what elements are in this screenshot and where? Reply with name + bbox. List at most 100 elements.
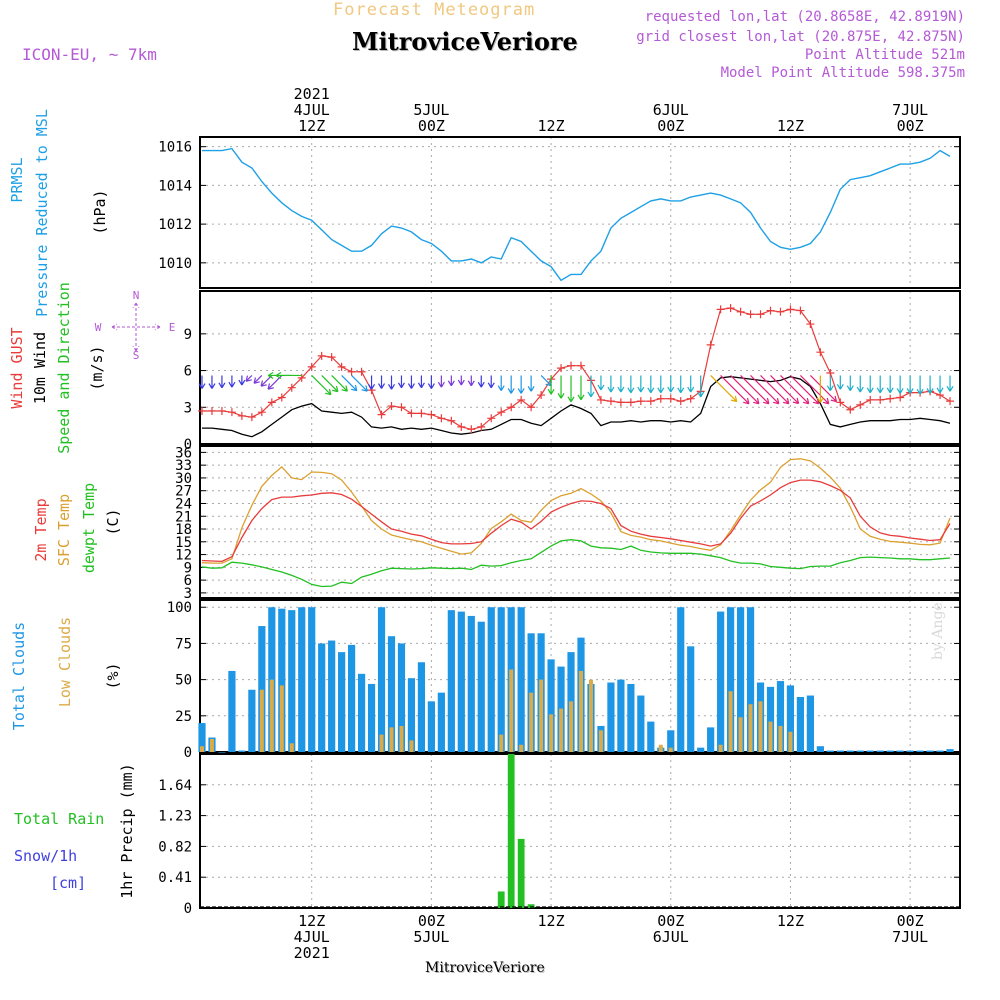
- gust-point: [626, 398, 635, 407]
- y-tick-label: 1010: [158, 256, 192, 272]
- gust-point: [636, 397, 645, 406]
- gust-point: [267, 398, 276, 407]
- total-cloud-bar: [707, 727, 715, 752]
- compass-rose-icon: [111, 302, 161, 352]
- low-cloud-bar: [738, 717, 743, 752]
- wind-direction-arrow: [866, 375, 874, 394]
- total-cloud-bar: [727, 607, 735, 752]
- panel-frame-pressure: [199, 136, 961, 289]
- y-tick-label: 36: [175, 445, 192, 461]
- wind-direction-arrow: [926, 375, 934, 394]
- wind-direction-arrow: [198, 375, 206, 389]
- gust-point: [666, 394, 675, 403]
- y-tick-label: 0.41: [158, 870, 192, 886]
- total-cloud-bar: [886, 750, 894, 752]
- low-cloud-bar: [529, 692, 534, 752]
- total-cloud-bar: [806, 695, 814, 752]
- low-cloud-bar: [499, 734, 504, 752]
- y-tick-label: 9: [184, 560, 192, 576]
- gust-point: [327, 353, 336, 362]
- wind-direction-arrow: [437, 375, 445, 388]
- low-cloud-bar: [748, 704, 753, 752]
- total-cloud-bar: [766, 686, 775, 752]
- total-cloud-bar: [717, 611, 725, 752]
- total-cloud-bar: [896, 750, 904, 752]
- gust-point: [676, 397, 685, 406]
- wind-direction-arrow: [208, 375, 216, 389]
- time-label-bottom: 2021: [294, 944, 330, 962]
- snow-unit-label: [cm]: [50, 874, 86, 892]
- rain-bar: [497, 891, 505, 908]
- y-tick-label: 1.64: [158, 778, 192, 794]
- pressure-unit-label: (hPa): [91, 189, 109, 234]
- low-cloud-bar: [389, 727, 394, 752]
- time-label-top: 6JUL: [653, 101, 689, 119]
- wind-direction-arrow: [238, 375, 246, 386]
- total-cloud-bar: [517, 607, 525, 752]
- total-cloud-bar: [357, 673, 366, 752]
- total-cloud-bar: [497, 607, 505, 752]
- gust-point: [347, 367, 356, 376]
- total-cloud-bar: [736, 607, 745, 752]
- gust-point: [946, 397, 955, 406]
- gust-point: [497, 408, 506, 417]
- gust-point: [427, 410, 436, 419]
- gust-point: [746, 310, 755, 319]
- time-label-top: 00Z: [418, 117, 445, 135]
- y-tick-label: 75: [175, 636, 192, 652]
- wind-direction-arrow: [916, 375, 924, 395]
- wind-direction-arrow: [677, 375, 685, 394]
- total-cloud-bar: [936, 750, 944, 752]
- y-tick-label: 0: [184, 745, 192, 761]
- wind-direction-arrow: [597, 375, 605, 391]
- gust-point: [816, 348, 825, 357]
- wind-direction-arrow: [826, 375, 834, 391]
- total-cloud-bar: [876, 750, 884, 752]
- time-label-top: 12Z: [298, 117, 325, 135]
- wind-direction-arrow: [790, 375, 820, 405]
- total-cloud-bar: [467, 615, 475, 752]
- wind-direction-arrow: [577, 375, 585, 401]
- time-label-bottom: 4JUL: [294, 928, 330, 946]
- gust-point: [447, 416, 456, 425]
- wind-direction-arrow: [427, 375, 435, 389]
- low-cloud-bar: [718, 744, 723, 752]
- gust-point: [417, 409, 426, 418]
- total-cloud-bar: [916, 750, 924, 752]
- compass-east: E: [169, 321, 176, 334]
- wind-direction-arrow: [720, 375, 750, 405]
- low-cloud-bar: [658, 744, 663, 752]
- time-label-top: 7JUL: [892, 101, 928, 119]
- time-label-bottom: 00Z: [897, 912, 924, 930]
- gust-point: [457, 422, 466, 431]
- requested-coords: requested lon,lat (20.8658E, 42.8919N): [644, 9, 965, 25]
- total-cloud-bar: [278, 608, 286, 752]
- gust-point: [377, 410, 386, 419]
- y-tick-label: 27: [175, 484, 192, 500]
- total-cloud-bar: [846, 750, 854, 752]
- low-cloud-bar: [788, 731, 793, 752]
- dewpoint-series-line: [201, 539, 951, 588]
- low-cloud-bar: [539, 679, 544, 752]
- wind-direction-arrow: [540, 375, 552, 387]
- gust-point: [537, 391, 546, 400]
- y-tick-label: 12: [175, 548, 192, 564]
- total-cloud-bar: [198, 723, 206, 752]
- temp-2m-label: 2m Temp: [32, 498, 50, 561]
- pressure-label: PRMSL: [8, 157, 26, 202]
- panel-frame-temp: [199, 445, 961, 599]
- gust-point: [726, 304, 735, 313]
- gust-point: [736, 307, 745, 316]
- gust-point: [197, 406, 206, 415]
- wind-direction-arrow: [856, 375, 864, 393]
- total-rain-label: Total Rain: [14, 810, 104, 828]
- total-cloud-bar: [786, 685, 795, 752]
- time-label-top: 4JUL: [294, 101, 330, 119]
- gust-point: [237, 411, 246, 420]
- y-tick-label: 1016: [158, 140, 192, 156]
- time-label-bottom: 00Z: [418, 912, 445, 930]
- closest-coords: grid closest lon,lat (20.875E, 42.875N): [636, 29, 965, 45]
- y-tick-label: 24: [175, 496, 192, 512]
- gust-point: [517, 395, 526, 404]
- wind-gust-label: Wind GUST: [8, 327, 26, 408]
